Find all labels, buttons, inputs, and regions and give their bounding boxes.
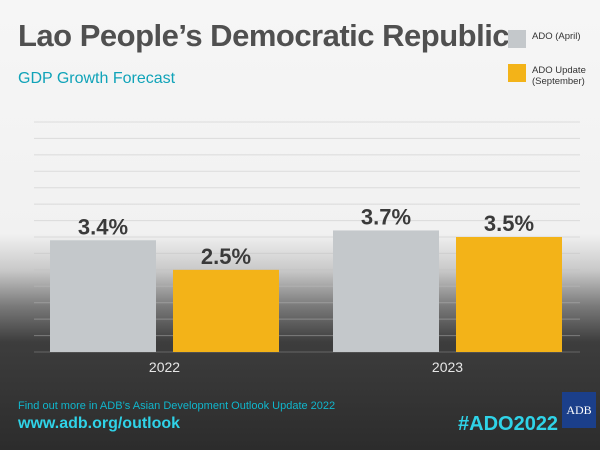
legend-label-ado-update: ADO Update (September) <box>532 65 586 87</box>
x-tick-label-2022: 2022 <box>149 359 180 375</box>
bar-2022-series-0 <box>50 240 156 352</box>
bar-2023-series-1 <box>456 237 562 352</box>
footer-url-link[interactable]: www.adb.org/outlook <box>18 415 181 432</box>
bar-2023-series-0 <box>333 230 439 352</box>
legend-swatch-ado-update <box>508 64 526 82</box>
legend-swatch-ado-april <box>508 30 526 48</box>
data-label-2023-series-0: 3.7% <box>361 204 411 229</box>
legend-label-ado-april: ADO (April) <box>532 31 581 42</box>
footer-info-text: Find out more in ADB’s Asian Development… <box>18 400 336 412</box>
data-label-2022-series-0: 3.4% <box>78 214 128 239</box>
bar-chart: 3.4% 2.5% 2022 3.7% 3.5% 2023 <box>34 121 580 375</box>
page-title: Lao People’s Democratic Republic <box>18 18 510 53</box>
hashtag-text: #ADO2022 <box>458 413 559 435</box>
data-label-2022-series-1: 2.5% <box>201 244 251 269</box>
x-tick-label-2023: 2023 <box>432 359 463 375</box>
page-subtitle: GDP Growth Forecast <box>18 70 176 87</box>
adb-logo: ADB <box>562 392 596 428</box>
data-label-2023-series-1: 3.5% <box>484 211 534 236</box>
bar-2022-series-1 <box>173 269 279 352</box>
